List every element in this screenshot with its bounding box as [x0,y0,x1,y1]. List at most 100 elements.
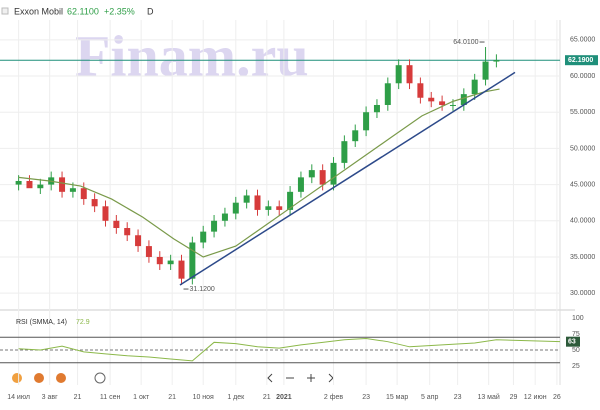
instrument-name: Exxon Mobil [14,6,63,16]
x-tick-label: 2021 [276,394,292,401]
y-tick-label: 75 [572,331,580,338]
nav-right[interactable] [328,373,334,383]
candle-body [211,220,218,232]
candle-body [254,195,261,210]
y-tick-label: 45.0000 [570,181,595,188]
zoom-in[interactable] [307,374,315,382]
candle-body [482,61,489,80]
candle-body [189,242,196,279]
candle-body [221,213,228,221]
annotation-label: 31.1200 [189,286,214,293]
x-tick-label: 3 авг [42,394,58,401]
x-tick-label: 29 [510,394,518,401]
tool-icon[interactable] [56,373,66,383]
candle-body [319,170,326,185]
reset-icon[interactable] [94,372,106,384]
candle-body [167,260,174,265]
candle-body [15,180,22,185]
candle-body [145,246,152,257]
candle-body [297,177,304,192]
nav-left[interactable] [267,373,273,383]
x-tick-label: 5 апр [421,394,439,401]
candle-body [37,184,44,189]
rsi-title: RSI (SMMA, 14) [16,319,67,326]
candle-body [80,188,87,200]
trendline [179,71,516,286]
x-tick-label: 11 сен [100,394,121,401]
y-tick-label: 50 [572,347,580,354]
x-tick-label: 26 [553,394,561,401]
candle-body [124,228,131,236]
candle-body [59,177,66,192]
annotation-label: 64.0100 [453,39,478,46]
candle-body [330,162,337,185]
y-tick-label: 50.0000 [570,145,595,152]
x-tick-label: 1 дек [227,394,245,401]
candle-body [449,104,456,106]
tool-icon[interactable] [12,373,22,383]
candle-body [341,141,348,163]
rsi-current-box [566,336,580,347]
y-tick-label: 40.0000 [570,218,595,225]
x-tick-label: 1 окт [133,394,150,401]
candle-body [493,60,500,62]
price: 62.1100 [67,6,99,16]
candle-body [156,256,163,265]
x-tick-label: 21 [263,394,271,401]
candle-body [460,94,467,105]
x-tick-label: 10 ноя [193,394,214,401]
x-tick-label: 21 [168,394,176,401]
candle-body [243,195,250,203]
candle-body [113,220,120,229]
candle-body [232,202,239,214]
candle-body [363,112,370,131]
rsi-current-label: 63 [568,339,576,346]
candle-body [26,180,33,189]
y-tick-label: 55.0000 [570,109,595,116]
candle-body [428,97,435,102]
rsi-current: 72.9 [76,319,90,326]
y-tick-label: 100 [572,315,584,322]
candle-body [135,235,142,247]
moving-average [18,88,500,258]
y-tick-label: 35.0000 [570,254,595,261]
y-tick-label: 25 [572,363,580,370]
x-tick-label: 23 [454,394,462,401]
x-tick-label: 14 июл [7,394,30,401]
candle-body [439,101,446,105]
candle-body [373,104,380,113]
candle-body [265,206,272,210]
x-tick-label: 2 фев [324,394,343,401]
toolbar [12,372,334,384]
x-tick-label: 13 май [477,393,499,401]
candle-body [178,260,185,279]
y-tick-label: 30.0000 [570,290,595,297]
settings-icon[interactable] [1,7,9,15]
tool-icon[interactable] [34,373,44,383]
y-tick-label: 65.0000 [570,37,595,44]
x-tick-label: 12 июн [524,394,547,401]
watermark: Finam.ru [75,23,309,88]
candle-body [395,65,402,84]
candle-body [406,65,413,84]
candle-body [417,83,424,98]
candle-body [102,206,109,221]
x-tick-label: 23 [362,394,370,401]
interval[interactable]: D [147,6,154,16]
last-price-label: 62.1900 [568,57,593,64]
candle-body [471,79,478,95]
last-price-box [565,55,598,66]
candle-body [384,83,391,105]
candle-body [308,170,315,178]
candle-body [69,188,76,192]
candle-body [200,231,207,243]
x-tick-label: 15 мар [386,394,408,401]
x-tick-label: 21 [74,394,82,401]
y-tick-label: 60.0000 [570,73,595,80]
candle-body [91,199,98,207]
change: +2.35% [104,6,135,16]
rsi-line [18,337,561,362]
candle-body [276,206,283,210]
candle-body [287,191,294,210]
